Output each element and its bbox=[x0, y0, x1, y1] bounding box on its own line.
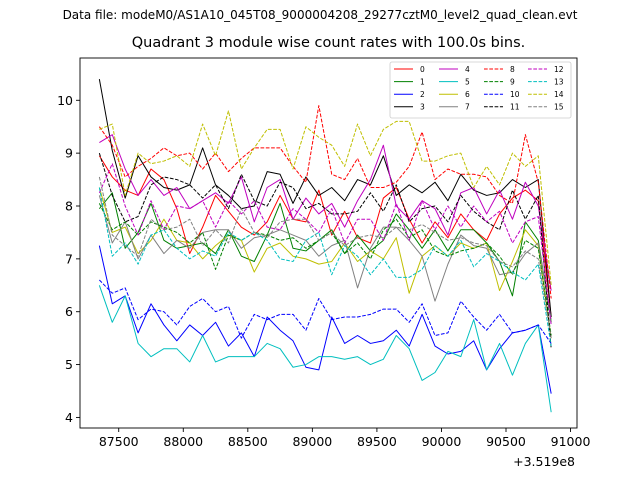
y-axis: 4 5 6 7 8 9 10 bbox=[57, 93, 80, 425]
legend-label-11: 11 bbox=[510, 103, 520, 112]
legend-label-13: 13 bbox=[554, 77, 564, 86]
series-line-15 bbox=[98, 176, 552, 339]
data-file-suptitle: Data file: modeM0/AS1A10_045T08_90000042… bbox=[62, 8, 578, 22]
legend-label-7: 7 bbox=[465, 103, 470, 112]
y-tick-label: 8 bbox=[65, 199, 73, 214]
series-line-2 bbox=[98, 245, 552, 394]
y-tick-label: 5 bbox=[65, 357, 73, 372]
x-offset-text: +3.519e8 bbox=[513, 454, 575, 469]
series-line-13 bbox=[98, 187, 552, 347]
series-line-5 bbox=[98, 285, 552, 413]
y-tick-label: 4 bbox=[65, 410, 73, 425]
y-tick-label: 7 bbox=[65, 251, 73, 266]
legend-label-12: 12 bbox=[554, 65, 564, 74]
plot-background bbox=[80, 58, 577, 428]
legend-label-2: 2 bbox=[420, 90, 425, 99]
x-tick-label: 90500 bbox=[486, 434, 526, 449]
legend-label-9: 9 bbox=[510, 77, 515, 86]
y-tick-label: 6 bbox=[65, 304, 73, 319]
chart-title: Quadrant 3 module wise count rates with … bbox=[131, 35, 526, 51]
series-line-7 bbox=[98, 195, 552, 320]
y-tick-label: 10 bbox=[57, 93, 73, 108]
legend-label-4: 4 bbox=[465, 65, 470, 74]
plot-frame bbox=[79, 57, 578, 429]
legend-label-14: 14 bbox=[554, 90, 564, 99]
series-line-1 bbox=[98, 192, 552, 323]
legend-label-15: 15 bbox=[554, 103, 564, 112]
x-axis: 87500 88000 88500 89000 89500 90000 90500 91000 bbox=[99, 428, 591, 449]
legend-label-5: 5 bbox=[465, 77, 470, 86]
x-tick-label: 89500 bbox=[357, 434, 397, 449]
x-tick-label: 88000 bbox=[163, 434, 203, 449]
series-layer bbox=[98, 79, 552, 413]
x-tick-label: 87500 bbox=[99, 434, 139, 449]
series-line-10 bbox=[99, 279, 552, 344]
y-tick-label: 9 bbox=[65, 146, 73, 161]
x-tick-label: 88500 bbox=[228, 434, 268, 449]
x-tick-label: 89000 bbox=[292, 434, 332, 449]
series-line-14 bbox=[99, 110, 552, 286]
series-line-8 bbox=[98, 105, 552, 299]
legend-label-10: 10 bbox=[510, 90, 520, 99]
legend-label-0: 0 bbox=[420, 65, 425, 74]
series-line-11 bbox=[98, 152, 552, 349]
legend-label-6: 6 bbox=[465, 90, 470, 99]
legend-box bbox=[389, 61, 572, 119]
legend-label-3: 3 bbox=[420, 103, 425, 112]
legend-label-8: 8 bbox=[510, 65, 515, 74]
series-line-4 bbox=[99, 134, 552, 291]
x-tick-label: 90000 bbox=[422, 434, 462, 449]
series-line-9 bbox=[98, 203, 552, 336]
x-tick-label: 91000 bbox=[551, 434, 591, 449]
legend-label-1: 1 bbox=[420, 77, 425, 86]
series-line-12 bbox=[98, 163, 552, 325]
